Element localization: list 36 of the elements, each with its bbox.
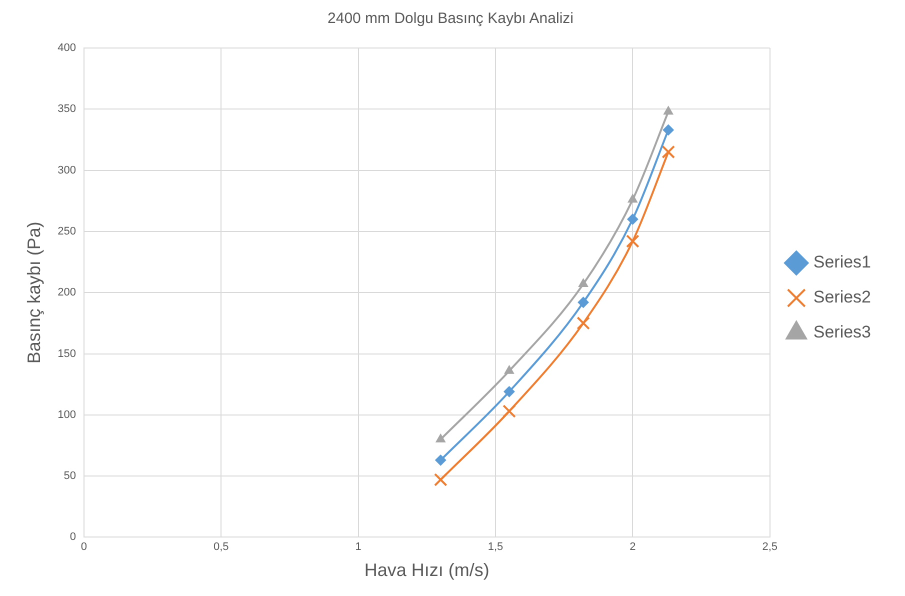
point (664, 106, 674, 115)
point (628, 194, 638, 203)
point (576, 316, 590, 330)
y-tick-label: 50 (64, 470, 76, 482)
y-tick-label: 400 (58, 42, 76, 54)
point (434, 473, 448, 486)
x-tick-label: 0 (80, 540, 88, 553)
legend-label: Series2 (813, 288, 871, 307)
point (662, 145, 675, 159)
x-tick-label: 1,5 (488, 540, 504, 553)
y-tick-label: 100 (58, 408, 76, 421)
y-tick-label: 200 (58, 286, 76, 299)
point (662, 124, 674, 136)
point (627, 214, 638, 225)
y-tick-label: 350 (58, 103, 76, 116)
point (504, 365, 514, 374)
x-tick-label: 2 (630, 540, 636, 553)
y-tick-label: 150 (58, 348, 76, 360)
x-axis-title: Hava Hızı (m/s) (364, 560, 490, 580)
y-axis-title: Basınç kaybı (Pa) (24, 222, 44, 364)
point (502, 404, 516, 418)
point (436, 434, 446, 442)
point (626, 234, 640, 248)
y-tick-label: 250 (58, 225, 76, 238)
legend-label: Series1 (813, 252, 871, 272)
x-tick-label: 2,5 (762, 540, 778, 553)
chart-title: 2400 mm Dolgu Basınç Kaybı Analizi (328, 10, 574, 28)
x-tick-label: 1 (355, 540, 362, 553)
y-tick-label: 0 (70, 531, 76, 544)
point (578, 296, 589, 308)
point (504, 386, 515, 398)
point (435, 454, 446, 466)
legend-label: Series3 (813, 322, 871, 342)
y-tick-label: 300 (58, 164, 76, 176)
x-tick-label: 0,5 (213, 540, 229, 553)
point (578, 278, 588, 288)
